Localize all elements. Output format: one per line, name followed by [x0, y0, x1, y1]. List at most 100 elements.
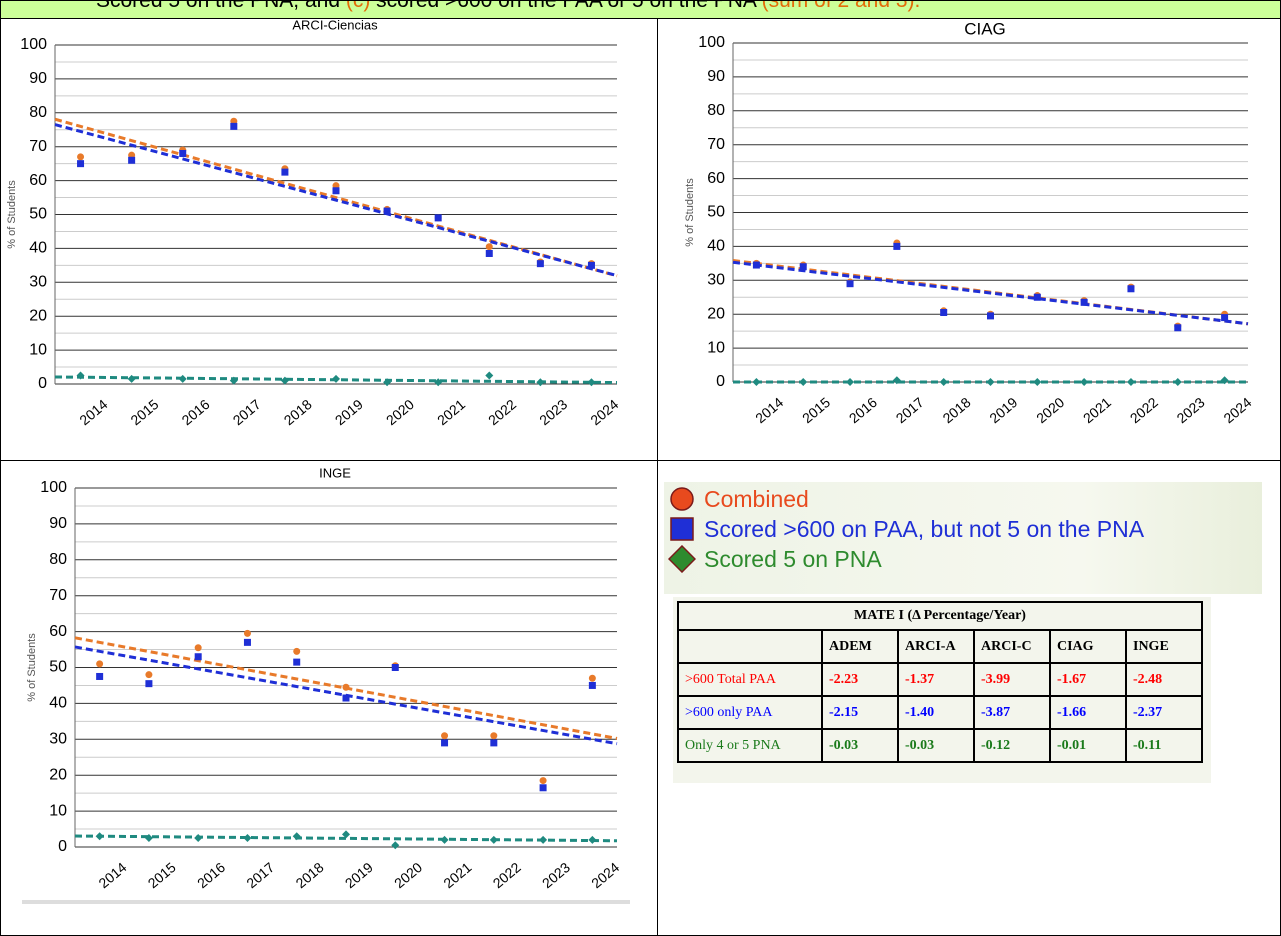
marker [1126, 378, 1135, 386]
legend-entry: Combined [668, 484, 809, 514]
marker [485, 371, 494, 380]
marker [1127, 285, 1135, 293]
x-tick-label: 2017 [230, 396, 264, 428]
y-tick-label: 40 [707, 238, 725, 255]
y-axis-label: % of Students [26, 633, 38, 702]
y-tick-label: 40 [29, 240, 47, 257]
marker [391, 664, 399, 671]
x-tick-label: 2023 [536, 396, 570, 428]
header-corner [677, 629, 823, 664]
table-title-row: MATE I (Δ Percentage/Year) [677, 601, 1203, 631]
row-label: >600 Total PAA [677, 662, 823, 697]
marker [490, 739, 498, 747]
x-tick-label: 2015 [799, 394, 833, 426]
marker [434, 214, 442, 222]
x-tick-label: 2017 [893, 394, 927, 426]
marker [144, 834, 153, 843]
x-tick-label: 2016 [846, 394, 880, 426]
table-title: MATE I (Δ Percentage/Year) [677, 601, 1203, 631]
y-tick-label: 30 [29, 274, 47, 291]
cell-value: -1.40 [897, 695, 975, 730]
y-tick-label: 70 [707, 136, 725, 153]
x-tick-label: 2024 [588, 859, 622, 891]
x-tick-label: 2022 [490, 859, 524, 891]
marker [77, 160, 85, 168]
y-tick-label: 60 [29, 172, 47, 189]
marker [383, 378, 392, 387]
y-tick-label: 20 [29, 307, 47, 324]
marker [342, 830, 350, 839]
marker [243, 638, 251, 646]
marker [145, 671, 153, 679]
x-tick-label: 2020 [1033, 394, 1067, 426]
y-tick-label: 100 [40, 479, 67, 496]
x-tick-label: 2015 [145, 859, 179, 891]
x-tick-label: 2014 [752, 394, 786, 426]
cell-value: -0.12 [973, 728, 1051, 763]
x-tick-label: 2024 [1220, 394, 1254, 426]
marker [243, 834, 252, 843]
y-tick-label: 90 [707, 68, 725, 85]
y-tick-label: 0 [58, 838, 67, 855]
marker [96, 672, 104, 680]
marker [194, 834, 203, 843]
y-tick-label: 50 [49, 659, 67, 676]
y-tick-label: 80 [29, 104, 47, 121]
marker [536, 378, 545, 387]
marker [332, 187, 340, 195]
y-tick-label: 20 [707, 305, 725, 322]
x-tick-label: 2017 [243, 859, 277, 891]
cell-value: -0.03 [821, 728, 899, 763]
marker [1221, 314, 1229, 322]
y-tick-label: 10 [707, 339, 725, 356]
marker [145, 680, 153, 688]
y-tick-label: 90 [49, 515, 67, 532]
marker [588, 681, 596, 689]
chart-title: ARCI-Ciencias [292, 17, 378, 32]
y-tick-label: 30 [49, 731, 67, 748]
x-tick-label: 2018 [281, 396, 315, 428]
y-tick-label: 60 [707, 170, 725, 187]
marker [243, 629, 251, 637]
legend-label: Scored >600 on PAA, but not 5 on the PNA [704, 515, 1145, 542]
marker [441, 739, 449, 747]
marker [1174, 324, 1182, 332]
x-tick-label: 2016 [179, 396, 213, 428]
banner-part: (sum of 2 and 3). [761, 0, 921, 12]
banner-text: Scored 5 on the PNA, and (c) scored >600… [96, 0, 921, 13]
x-tick-label: 2019 [332, 396, 366, 428]
cell-value: -1.67 [1049, 662, 1127, 697]
row-label: Only 4 or 5 PNA [677, 728, 823, 763]
marker [940, 309, 948, 317]
x-tick-label: 2014 [76, 396, 110, 428]
column-header: ARCI-C [973, 629, 1051, 664]
table-row: >600 Total PAA -2.23 -1.37 -3.99 -1.67 -2.48 [677, 662, 1203, 697]
y-tick-label: 70 [49, 587, 67, 604]
x-tick-label: 2020 [383, 396, 417, 428]
y-tick-label: 60 [49, 623, 67, 640]
legend-entry: Scored >600 on PAA, but not 5 on the PNA [668, 514, 1144, 544]
y-tick-label: 10 [29, 341, 47, 358]
cell-value: -0.11 [1125, 728, 1203, 763]
x-tick-label: 2019 [986, 394, 1020, 426]
marker [893, 242, 901, 250]
marker [1080, 298, 1088, 306]
table: MATE I (Δ Percentage/Year) ADEM ARCI-A ARCI… [677, 601, 1203, 763]
marker [127, 374, 136, 383]
y-axis-label: % of Students [684, 178, 696, 247]
marker [292, 832, 301, 841]
marker [670, 517, 694, 541]
x-tick-label: 2014 [95, 859, 129, 891]
x-tick-label: 2019 [342, 859, 376, 891]
trend-line [74, 834, 618, 843]
legend: Combined Scored >600 on PAA, but not 5 on… [664, 482, 1262, 594]
marker [489, 835, 498, 844]
cell-value: -2.23 [821, 662, 899, 697]
marker [587, 378, 596, 387]
marker [194, 644, 202, 652]
marker [799, 378, 808, 386]
marker [670, 487, 694, 511]
row-label: >600 only PAA [677, 695, 823, 730]
column-header: ADEM [821, 629, 899, 664]
